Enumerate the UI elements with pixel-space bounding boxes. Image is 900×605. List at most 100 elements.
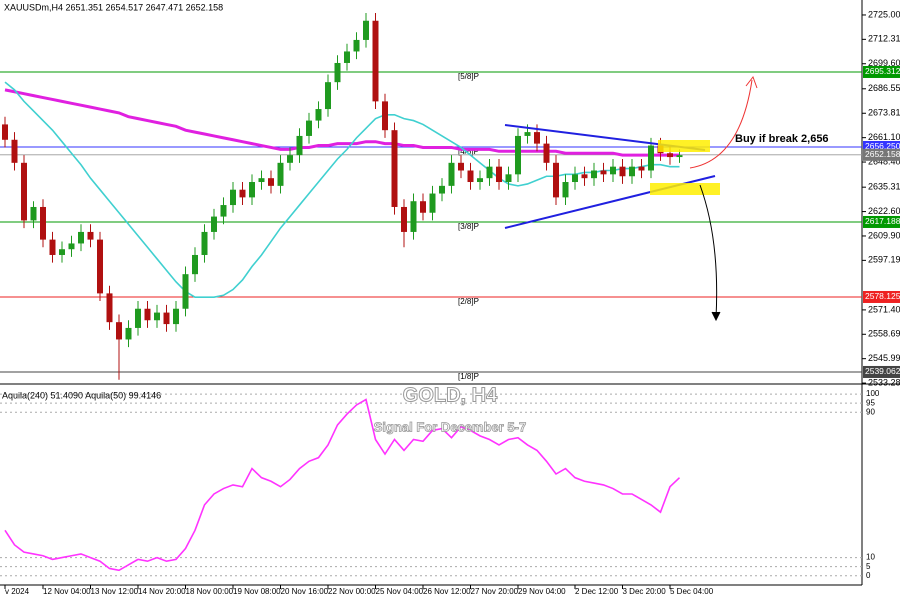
y-tick-label: 2533.285: [868, 377, 900, 387]
price-tag: [863, 65, 900, 78]
candle-body: [287, 155, 293, 163]
x-tick-label: 12 Nov 04:00: [43, 587, 91, 596]
price-tag-label: 2695.312: [865, 66, 900, 76]
candle-body: [258, 178, 265, 183]
candle-body: [401, 206, 407, 232]
price-tag-label: 2656.250: [865, 141, 900, 151]
indicator-info: Aquila(240) 51.4090 Aquila(50) 99.4146: [2, 390, 161, 400]
candle-body: [534, 132, 540, 144]
candle-body: [467, 170, 474, 183]
candle-body: [496, 166, 502, 183]
candle-body: [211, 216, 217, 232]
x-tick-label: 2 Dec 12:00: [575, 587, 619, 596]
candle-body: [296, 135, 303, 156]
candle-body: [230, 189, 236, 206]
candle-body: [268, 178, 274, 186]
candle-body: [353, 39, 360, 52]
candle-body: [154, 312, 160, 321]
y-tick-label: 2622.605: [868, 206, 900, 216]
highlight-box: [650, 183, 720, 195]
y-tick-label: 5: [866, 562, 871, 571]
level-name: [3/8]P: [458, 222, 479, 231]
candle-body: [458, 162, 464, 171]
buy-arrow: [689, 79, 753, 169]
candle-body: [277, 162, 284, 186]
y-tick-label: 2597.195: [868, 255, 900, 265]
candle-body: [591, 170, 597, 179]
sell-arrowhead: [711, 311, 721, 322]
candle-body: [363, 20, 369, 40]
candle-body: [581, 174, 588, 179]
candle-body: [439, 185, 445, 194]
y-tick-label: 2571.400: [868, 304, 900, 314]
x-tick-label: 3 Dec 20:00: [623, 587, 667, 596]
candle-body: [249, 182, 255, 198]
buy-arrowhead: [745, 75, 758, 89]
candle-body: [239, 189, 246, 198]
y-tick-label: 2712.310: [868, 34, 900, 44]
highlight-box: [658, 140, 710, 152]
candle-body: [40, 206, 46, 240]
candle-body: [344, 51, 350, 63]
moving-average: [4, 81, 680, 299]
y-tick-label: 2609.900: [868, 230, 900, 240]
candle-body: [372, 20, 379, 102]
watermark-title: GOLD, H4: [403, 384, 498, 406]
candle-body: [87, 231, 94, 240]
candle-body: [182, 274, 189, 309]
candle-body: [11, 139, 18, 163]
x-tick-label: 19 Nov 08:00: [233, 587, 281, 596]
x-tick-label: 13 Nov 12:00: [91, 587, 139, 596]
candle-body: [610, 166, 616, 175]
candle-body: [30, 206, 37, 221]
y-tick-label: 0: [866, 571, 871, 580]
price-tag: [863, 365, 900, 378]
candle-body: [173, 308, 179, 325]
candle-body: [477, 178, 483, 183]
sell-arrow: [699, 184, 718, 319]
candle-body: [619, 166, 626, 177]
candle-body: [220, 205, 227, 217]
candle-body: [429, 193, 436, 213]
annotation: Buy if break 2,656: [735, 133, 829, 145]
y-tick-label: 2725.005: [868, 9, 900, 19]
y-tick-label: 2686.555: [868, 83, 900, 93]
y-tick-label: 95: [866, 398, 875, 407]
price-tag-label: 2578.125: [865, 291, 900, 301]
candle-body: [553, 162, 559, 198]
level-name: [2/8]P: [458, 297, 479, 306]
candle-body: [201, 231, 208, 255]
price-tag: [863, 148, 900, 161]
y-tick-label: 2661.105: [868, 132, 900, 142]
x-tick-label: 14 Nov 20:00: [138, 587, 186, 596]
x-tick-label: 25 Nov 04:00: [376, 587, 424, 596]
level-name: [1/8]P: [458, 372, 479, 381]
y-tick-label: 2558.695: [868, 329, 900, 339]
candle-body: [486, 166, 493, 179]
candle-body: [163, 312, 170, 325]
candle-body: [68, 243, 75, 250]
y-tick-label: 90: [866, 407, 875, 416]
candle-body: [420, 201, 426, 213]
candle-body: [543, 143, 550, 163]
price-tag-label: 2617.188: [865, 216, 900, 226]
x-tick-label: 18 Nov 00:00: [186, 587, 234, 596]
candle-body: [524, 132, 531, 136]
candle-body: [315, 109, 322, 121]
candle-body: [638, 166, 645, 171]
candle-body: [21, 162, 27, 221]
candle-body: [59, 249, 65, 255]
indicator-line: [4, 398, 681, 572]
candle-body: [116, 322, 122, 340]
candle-body: [334, 62, 341, 83]
x-tick-label: 29 Nov 04:00: [518, 587, 566, 596]
price-tag: [863, 290, 900, 303]
price-tag: [863, 215, 900, 228]
candle-body: [144, 308, 151, 321]
candle-body: [448, 162, 455, 186]
candle-body: [600, 170, 607, 175]
candle-body: [2, 124, 8, 140]
x-tick-label: v 2024: [5, 587, 30, 596]
